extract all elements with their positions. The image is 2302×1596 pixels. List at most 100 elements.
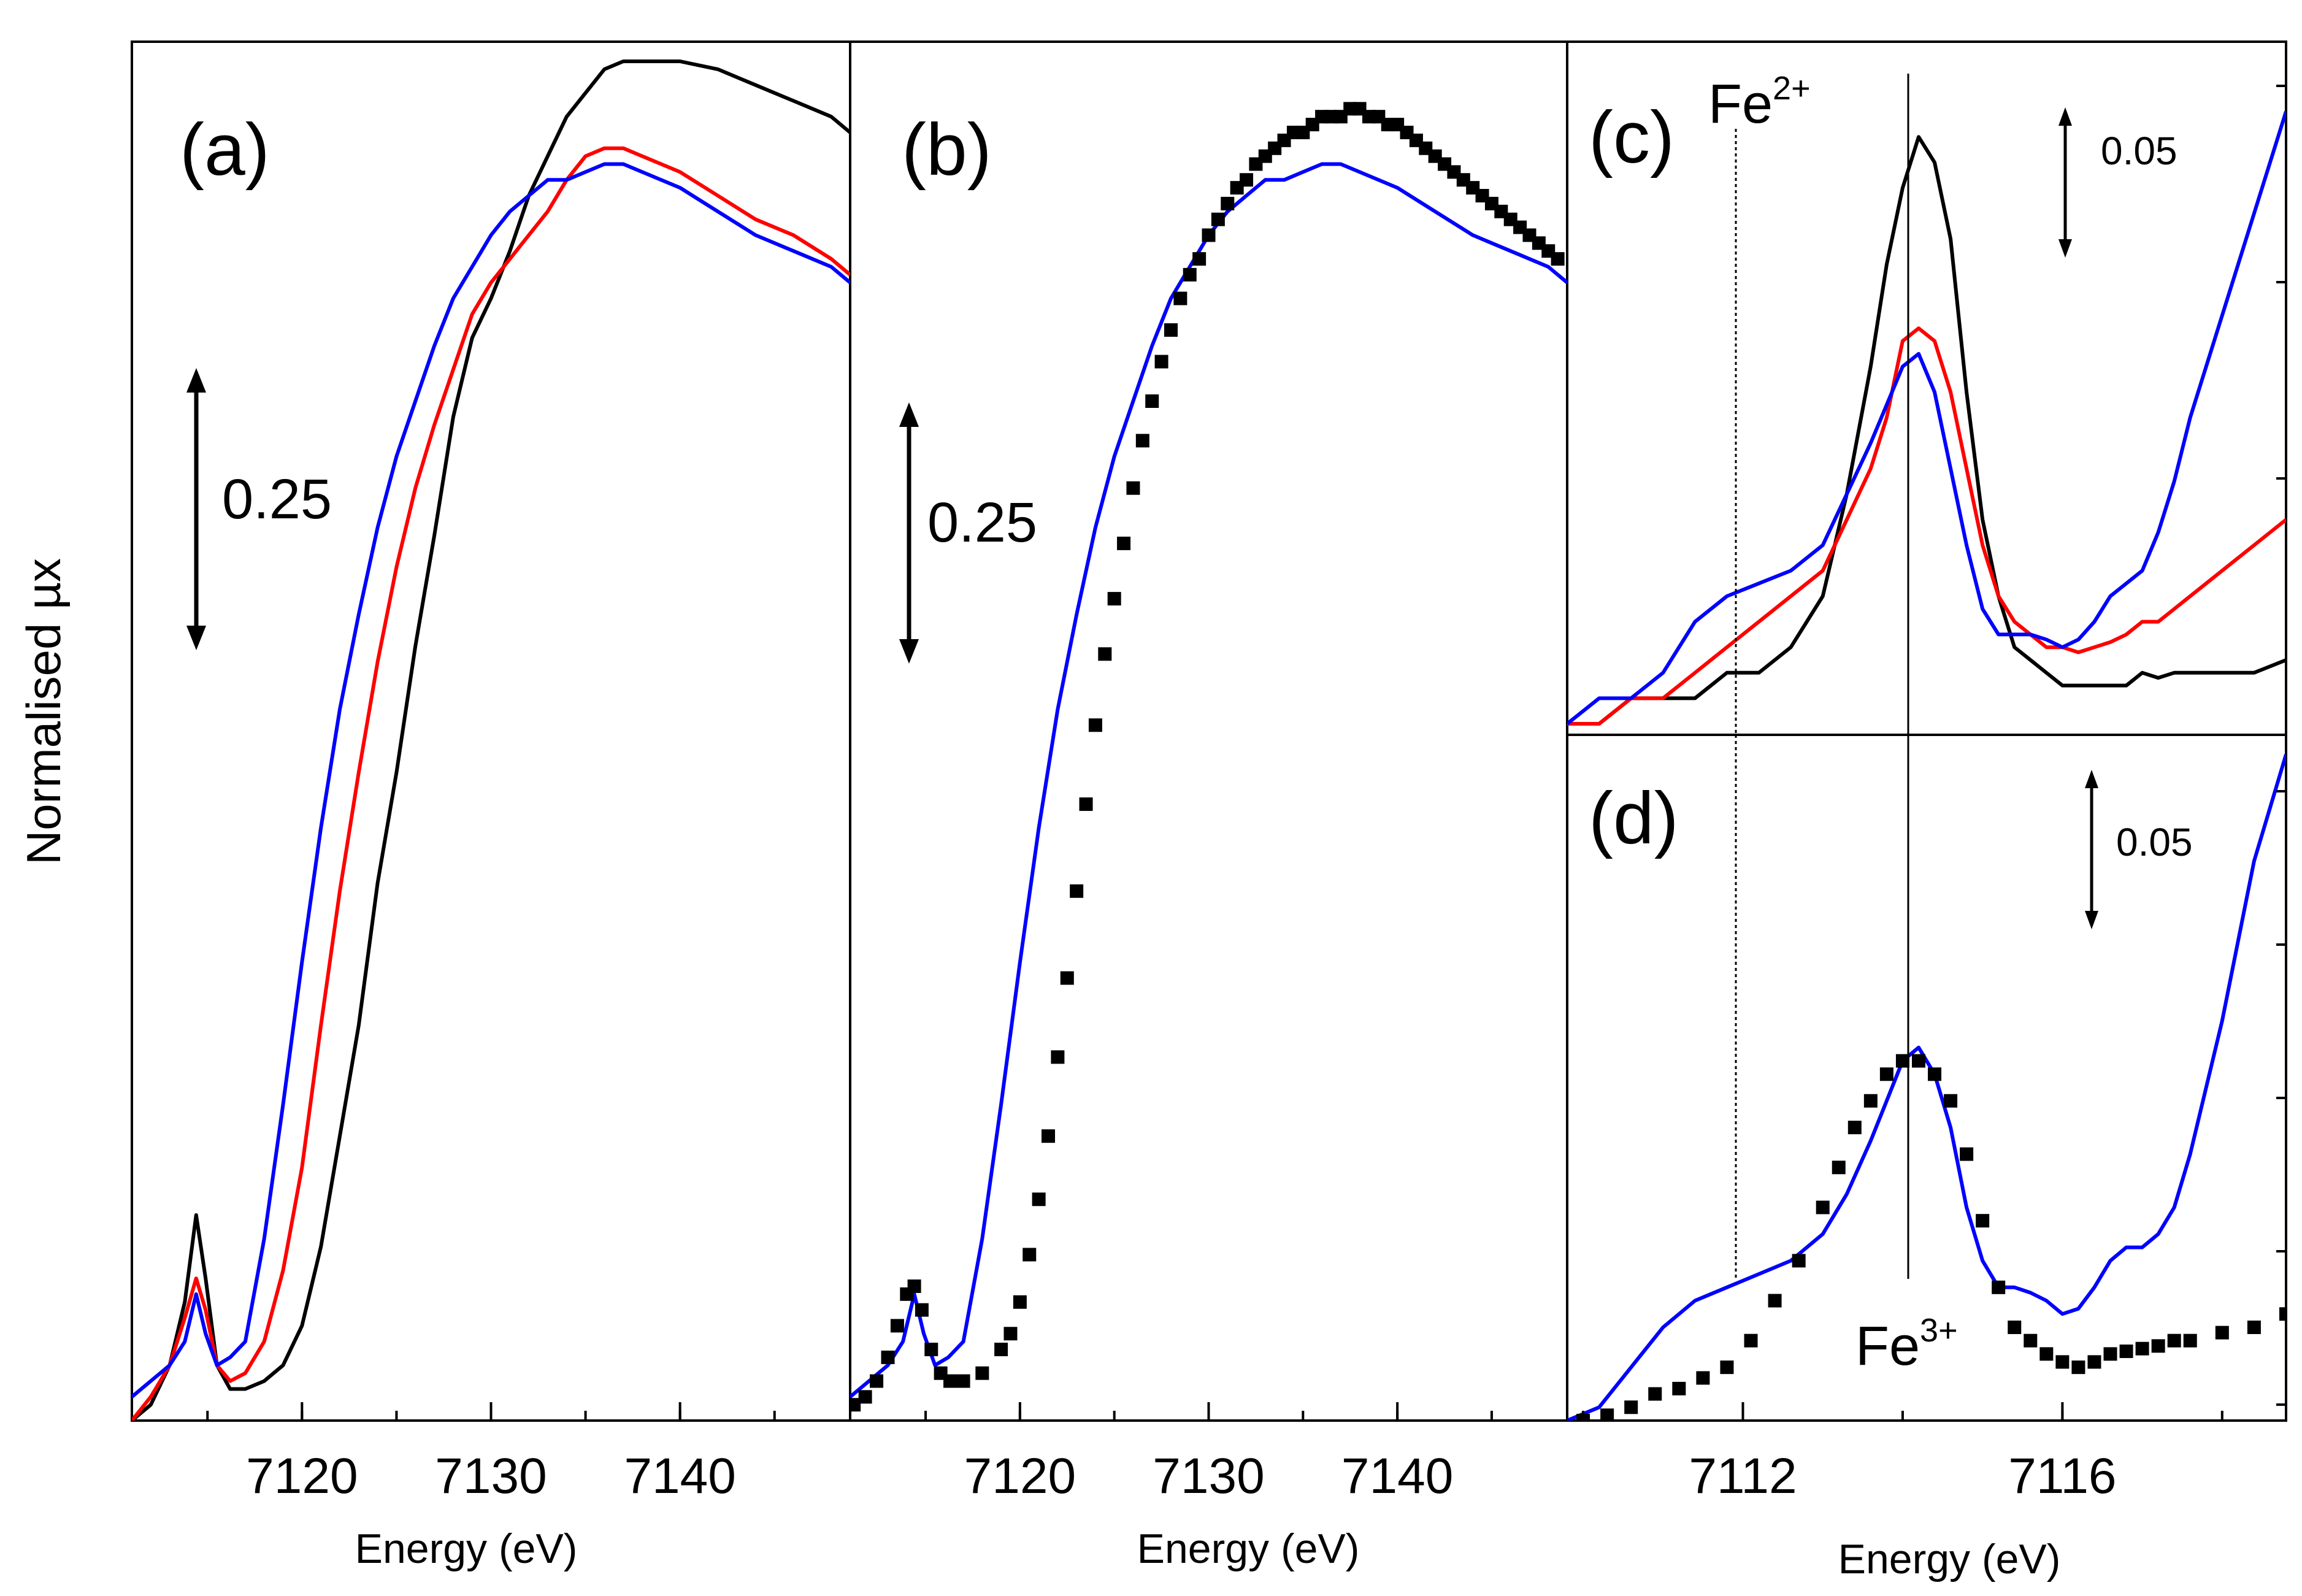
point-b-4 (890, 1319, 904, 1333)
point-b-13 (994, 1343, 1008, 1357)
point-d-26 (2071, 1360, 2085, 1375)
point-b-30 (1154, 355, 1168, 369)
point-b-28 (1135, 434, 1149, 448)
point-b-21 (1070, 884, 1084, 898)
point-b-15 (1013, 1295, 1027, 1309)
point-d-23 (2024, 1333, 2038, 1348)
x-tick-label-d-1: 7116 (2008, 1448, 2116, 1504)
point-b-25 (1107, 592, 1121, 606)
point-b-7 (915, 1303, 929, 1317)
point-b-12 (975, 1366, 989, 1380)
point-d-6 (1720, 1360, 1734, 1375)
series-b-black-points (850, 102, 1565, 1412)
point-d-20 (1976, 1214, 1990, 1228)
point-d-16 (1911, 1054, 1925, 1068)
x-tick-label-a-0: 7120 (246, 1448, 358, 1504)
series-line-b-blue (850, 162, 1567, 1398)
point-d-13 (1863, 1094, 1878, 1108)
point-d-9 (1792, 1254, 1806, 1268)
series-line-a-blue (132, 162, 850, 1398)
point-b-19 (1051, 1050, 1065, 1064)
point-b-29 (1145, 394, 1159, 408)
point-b-3 (881, 1350, 895, 1364)
point-b-26 (1117, 536, 1131, 550)
point-d-35 (2247, 1320, 2261, 1334)
point-d-3 (1648, 1387, 1662, 1401)
point-b-32 (1173, 291, 1187, 305)
point-d-22 (2008, 1320, 2022, 1334)
point-b-1 (858, 1390, 872, 1404)
point-b-35 (1202, 228, 1216, 242)
point-d-14 (1879, 1067, 1893, 1081)
point-d-4 (1672, 1381, 1686, 1395)
point-b-10 (943, 1374, 957, 1388)
point-d-19 (1960, 1147, 1974, 1161)
point-b-11 (956, 1374, 970, 1388)
series-line-c-black (1567, 135, 2286, 726)
scale-bar-a (186, 368, 206, 650)
panel-b-label: (b) (902, 109, 992, 191)
point-b-22 (1079, 797, 1093, 811)
point-d-30 (2135, 1341, 2149, 1356)
series-line-c-blue (1567, 110, 2286, 726)
point-b-33 (1183, 267, 1197, 282)
point-d-7 (1744, 1333, 1758, 1348)
point-b-36 (1211, 212, 1225, 226)
point-b-24 (1098, 647, 1112, 661)
point-d-31 (2151, 1339, 2165, 1353)
x-tick-label-d-0: 7112 (1689, 1448, 1797, 1504)
point-d-18 (1944, 1094, 1958, 1108)
x-axis-title-cd: Energy (eV) (1838, 1536, 2061, 1583)
point-d-5 (1696, 1371, 1710, 1385)
x-axis-title-a: Energy (eV) (355, 1525, 578, 1572)
point-b-72 (1551, 252, 1565, 266)
scale-bar-c (2058, 107, 2072, 258)
point-b-39 (1240, 173, 1254, 187)
point-b-0 (850, 1398, 861, 1412)
point-b-17 (1032, 1192, 1046, 1207)
x-tick-label-b-1: 7130 (1153, 1448, 1264, 1504)
panel-c-label: (c) (1589, 96, 1675, 178)
point-d-27 (2087, 1355, 2101, 1369)
point-d-34 (2215, 1326, 2229, 1340)
series-line-a-red (132, 146, 850, 1421)
x-tick-label-a-2: 7140 (624, 1448, 735, 1504)
plot-layer (132, 59, 2286, 1421)
point-b-37 (1221, 196, 1235, 210)
point-d-21 (1992, 1280, 2006, 1294)
fe3-label: Fe3+ (1855, 1312, 1958, 1377)
fe2-label-base: Fe (1708, 74, 1773, 135)
scale-bar-b-label: 0.25 (927, 491, 1037, 554)
panel-c-frame (1566, 40, 2287, 736)
point-b-23 (1088, 718, 1102, 732)
point-d-36 (2279, 1307, 2286, 1321)
panel-b-frame (849, 40, 1568, 1422)
fe3-label-sup: 3+ (1920, 1312, 1958, 1349)
point-d-33 (2183, 1333, 2197, 1348)
panel-a-plot (132, 59, 850, 1421)
point-d-12 (1847, 1121, 1862, 1135)
point-b-16 (1022, 1248, 1037, 1262)
point-d-11 (1832, 1161, 1846, 1175)
scale-bar-a-label: 0.25 (222, 468, 332, 531)
panel-d-plot (1567, 754, 2286, 1421)
panel-b-plot (850, 102, 1567, 1412)
point-b-8 (924, 1343, 938, 1357)
series-line-d-blue (1567, 754, 2286, 1421)
point-b-31 (1164, 323, 1178, 337)
panel-a-frame (131, 40, 851, 1422)
point-b-20 (1060, 971, 1074, 985)
point-d-32 (2167, 1333, 2181, 1348)
panel-c-plot (1567, 110, 2286, 726)
point-d-10 (1816, 1200, 1830, 1214)
point-d-8 (1768, 1294, 1782, 1308)
point-b-18 (1042, 1129, 1056, 1143)
series-line-c-red (1567, 326, 2286, 726)
point-d-2 (1624, 1400, 1638, 1414)
point-d-15 (1895, 1054, 1909, 1068)
point-b-2 (870, 1374, 884, 1388)
fe2-label-sup: 2+ (1773, 70, 1811, 107)
x-tick-label-b-0: 7120 (964, 1448, 1076, 1504)
fe2-label: Fe2+ (1708, 70, 1811, 135)
